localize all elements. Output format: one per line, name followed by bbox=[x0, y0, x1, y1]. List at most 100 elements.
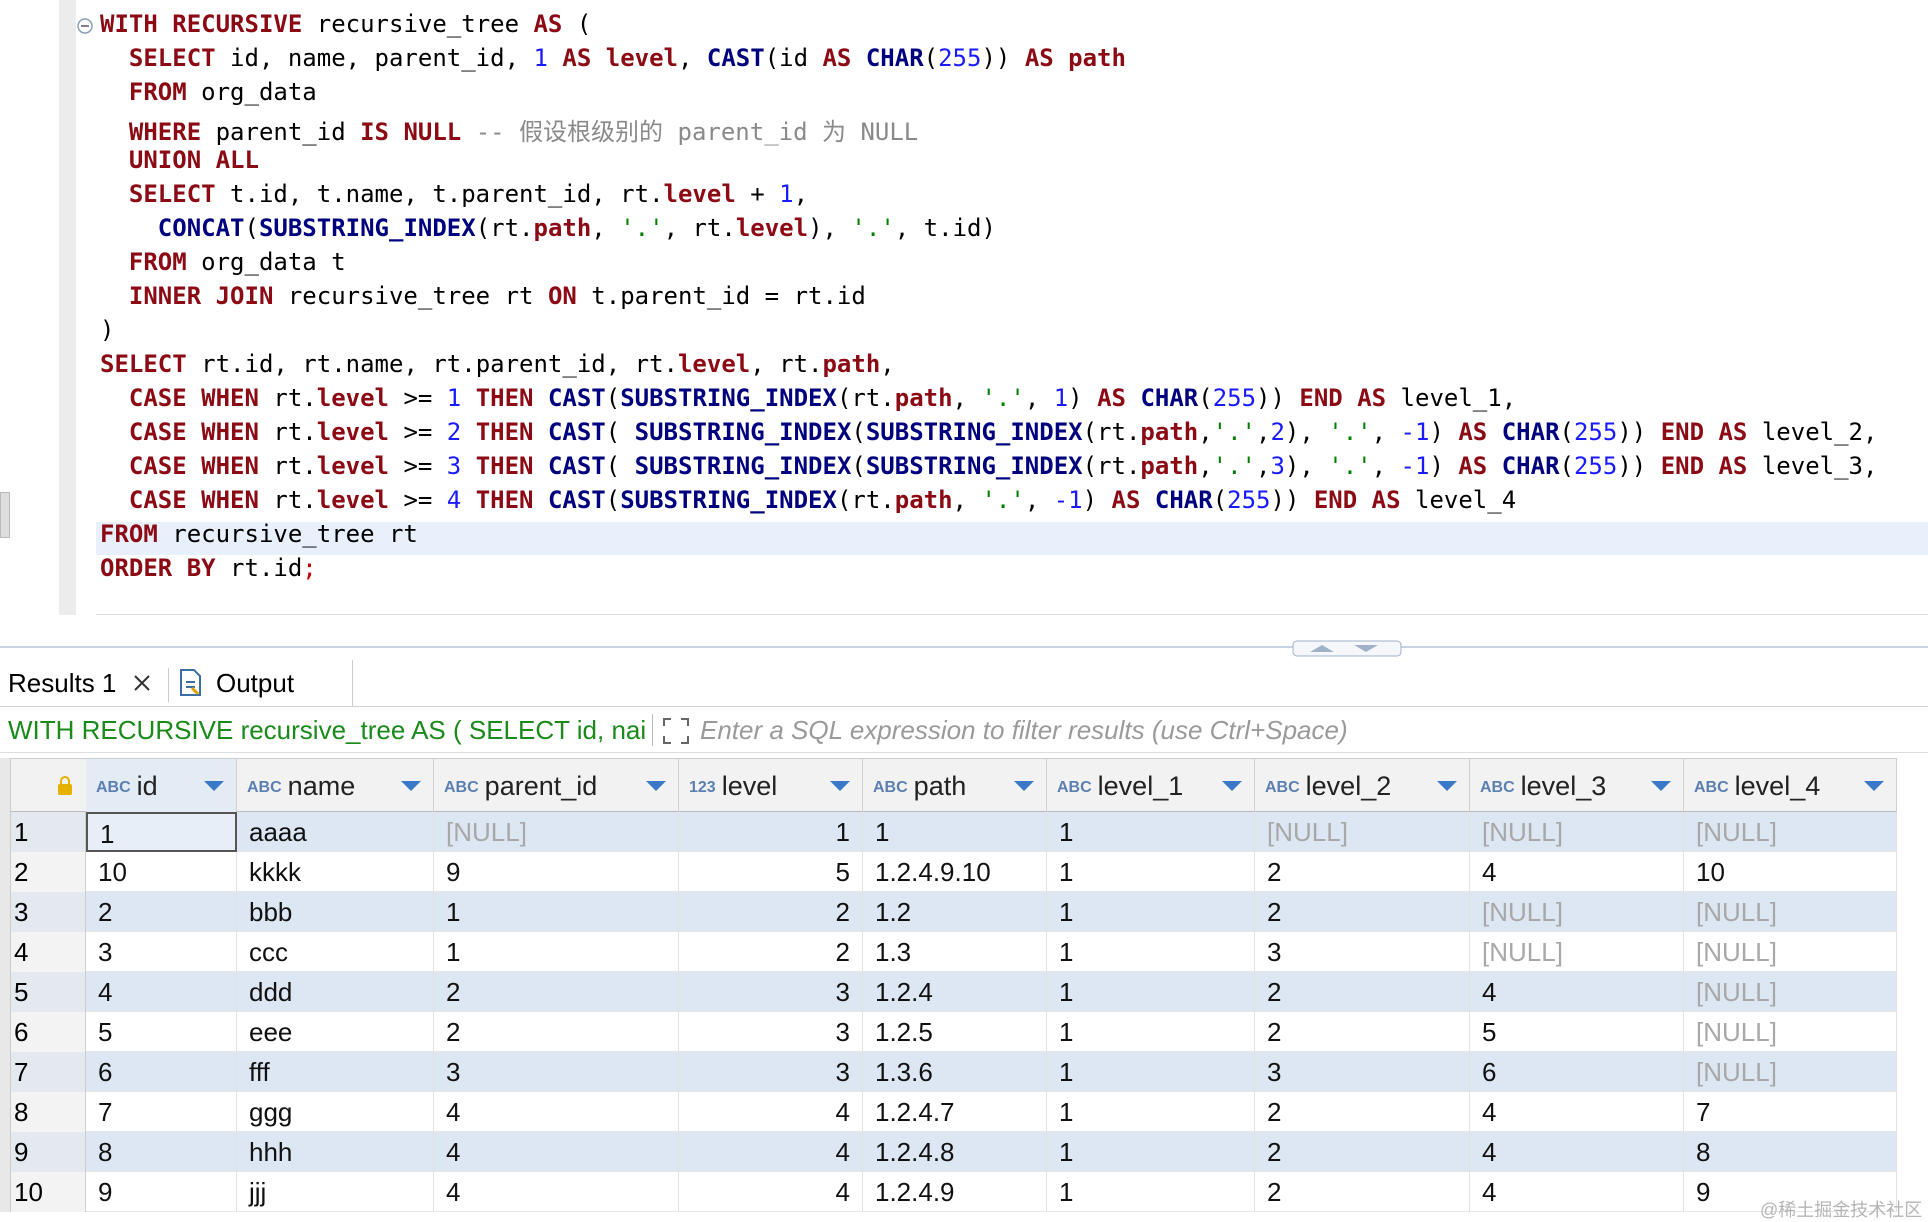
grid-row[interactable]: 7 6 fff 3 3 1.3.6 1 3 6 [NULL] bbox=[0, 1052, 1897, 1092]
cell[interactable]: 1 bbox=[434, 892, 679, 932]
cell[interactable]: 4 bbox=[1470, 852, 1684, 892]
cell[interactable]: 3 bbox=[679, 972, 863, 1012]
cell[interactable]: [NULL] bbox=[1470, 892, 1684, 932]
cell[interactable]: 3 bbox=[679, 1012, 863, 1052]
close-tab-button[interactable] bbox=[132, 673, 152, 693]
cell[interactable]: 4 bbox=[434, 1132, 679, 1172]
cell[interactable]: [NULL] bbox=[434, 812, 679, 852]
cell[interactable]: 4 bbox=[1470, 1172, 1684, 1212]
column-header[interactable]: ABC id bbox=[86, 759, 237, 813]
cell[interactable]: [NULL] bbox=[1684, 892, 1897, 932]
grid-row[interactable]: 5 4 ddd 2 3 1.2.4 1 2 4 [NULL] bbox=[0, 972, 1897, 1012]
sort-dropdown[interactable] bbox=[1222, 781, 1242, 791]
cell[interactable]: 1 bbox=[1047, 892, 1255, 932]
cell[interactable]: fff bbox=[237, 1052, 434, 1092]
cell[interactable]: 6 bbox=[1470, 1052, 1684, 1092]
cell[interactable]: [NULL] bbox=[1470, 932, 1684, 972]
cell[interactable]: 2 bbox=[1255, 972, 1470, 1012]
cell[interactable]: ggg bbox=[237, 1092, 434, 1132]
grid-row[interactable]: 6 5 eee 2 3 1.2.5 1 2 5 [NULL] bbox=[0, 1012, 1897, 1052]
output-tab[interactable]: Output bbox=[216, 660, 294, 706]
cell[interactable]: 2 bbox=[434, 1012, 679, 1052]
cell[interactable]: 3 bbox=[679, 1052, 863, 1092]
cell[interactable]: 1.3.6 bbox=[863, 1052, 1047, 1092]
cell[interactable]: 4 bbox=[434, 1172, 679, 1212]
cell[interactable]: 1.2 bbox=[863, 892, 1047, 932]
cell[interactable]: 7 bbox=[1684, 1092, 1897, 1132]
cell[interactable]: 2 bbox=[86, 892, 237, 932]
grid-row[interactable]: 9 8 hhh 4 4 1.2.4.8 1 2 4 8 bbox=[0, 1132, 1897, 1172]
sort-dropdown[interactable] bbox=[830, 781, 850, 791]
cell[interactable]: [NULL] bbox=[1684, 1052, 1897, 1092]
grid-row[interactable]: 10 9 jjj 4 4 1.2.4.9 1 2 4 9 bbox=[0, 1172, 1897, 1212]
cell[interactable]: [NULL] bbox=[1684, 972, 1897, 1012]
cell[interactable]: 1 bbox=[679, 812, 863, 852]
cell[interactable]: 1 bbox=[1047, 812, 1255, 852]
cell[interactable]: eee bbox=[237, 1012, 434, 1052]
cell[interactable]: 1 bbox=[1047, 1132, 1255, 1172]
cell[interactable]: [NULL] bbox=[1684, 932, 1897, 972]
cell[interactable]: 1.2.5 bbox=[863, 1012, 1047, 1052]
cell[interactable]: [NULL] bbox=[1684, 1012, 1897, 1052]
cell[interactable]: 4 bbox=[679, 1172, 863, 1212]
cell[interactable]: 2 bbox=[1255, 1172, 1470, 1212]
cell[interactable]: 8 bbox=[1684, 1132, 1897, 1172]
cell[interactable]: 1.2.4.7 bbox=[863, 1092, 1047, 1132]
cell[interactable]: 1 bbox=[1047, 1172, 1255, 1212]
cell[interactable]: hhh bbox=[237, 1132, 434, 1172]
cell[interactable]: 4 bbox=[1470, 972, 1684, 1012]
cell[interactable]: 3 bbox=[1255, 932, 1470, 972]
cell[interactable]: 8 bbox=[86, 1132, 237, 1172]
cell[interactable]: 4 bbox=[1470, 1132, 1684, 1172]
cell[interactable]: 1 bbox=[863, 812, 1047, 852]
cell[interactable]: 3 bbox=[1255, 1052, 1470, 1092]
grid-row[interactable]: 4 3 ccc 1 2 1.3 1 3 [NULL] [NULL] bbox=[0, 932, 1897, 972]
expand-button[interactable] bbox=[661, 716, 691, 746]
sort-dropdown[interactable] bbox=[1014, 781, 1034, 791]
column-header[interactable]: ABC path bbox=[863, 759, 1047, 813]
cell[interactable]: 3 bbox=[86, 932, 237, 972]
column-header[interactable]: 123 level bbox=[679, 759, 863, 813]
cell[interactable]: 1.2.4.9.10 bbox=[863, 852, 1047, 892]
cell[interactable]: 3 bbox=[434, 1052, 679, 1092]
cell[interactable]: 1.2.4 bbox=[863, 972, 1047, 1012]
cell[interactable]: 2 bbox=[1255, 1132, 1470, 1172]
cell[interactable]: aaaa bbox=[237, 812, 434, 852]
sort-dropdown[interactable] bbox=[646, 781, 666, 791]
cell[interactable]: 4 bbox=[1470, 1092, 1684, 1132]
fold-toggle[interactable] bbox=[76, 17, 96, 37]
cell[interactable]: ccc bbox=[237, 932, 434, 972]
column-header[interactable]: ABC level_4 bbox=[1684, 759, 1897, 813]
cell[interactable]: 1 bbox=[1047, 1052, 1255, 1092]
cell[interactable]: 1 bbox=[86, 812, 237, 852]
sort-dropdown[interactable] bbox=[401, 781, 421, 791]
cell[interactable]: 5 bbox=[679, 852, 863, 892]
cell[interactable]: 9 bbox=[1684, 1172, 1897, 1212]
cell[interactable]: 2 bbox=[679, 932, 863, 972]
cell[interactable]: kkkk bbox=[237, 852, 434, 892]
cell[interactable]: 2 bbox=[1255, 852, 1470, 892]
column-header[interactable]: ABC level_2 bbox=[1255, 759, 1470, 813]
cell[interactable]: 1 bbox=[434, 932, 679, 972]
sort-dropdown[interactable] bbox=[1651, 781, 1671, 791]
sort-dropdown[interactable] bbox=[1864, 781, 1884, 791]
cell[interactable]: 4 bbox=[86, 972, 237, 1012]
cell[interactable]: 1 bbox=[1047, 1092, 1255, 1132]
grid-row[interactable]: 2 10 kkkk 9 5 1.2.4.9.10 1 2 4 10 bbox=[0, 852, 1897, 892]
cell[interactable]: bbb bbox=[237, 892, 434, 932]
cell[interactable]: 5 bbox=[1470, 1012, 1684, 1052]
cell[interactable]: 1.2.4.8 bbox=[863, 1132, 1047, 1172]
grid-row[interactable]: 3 2 bbb 1 2 1.2 1 2 [NULL] [NULL] bbox=[0, 892, 1897, 932]
cell[interactable]: 10 bbox=[86, 852, 237, 892]
splitter[interactable] bbox=[0, 646, 1928, 648]
cell[interactable]: 9 bbox=[86, 1172, 237, 1212]
cell[interactable]: 1 bbox=[1047, 972, 1255, 1012]
sort-dropdown[interactable] bbox=[204, 781, 224, 791]
cell[interactable]: 1 bbox=[1047, 932, 1255, 972]
cell[interactable]: 2 bbox=[1255, 892, 1470, 932]
cell[interactable]: 10 bbox=[1684, 852, 1897, 892]
cell[interactable]: 4 bbox=[434, 1092, 679, 1132]
cell[interactable]: 9 bbox=[434, 852, 679, 892]
results-tab[interactable]: Results 1 bbox=[0, 660, 168, 706]
cell[interactable]: 1 bbox=[1047, 1012, 1255, 1052]
